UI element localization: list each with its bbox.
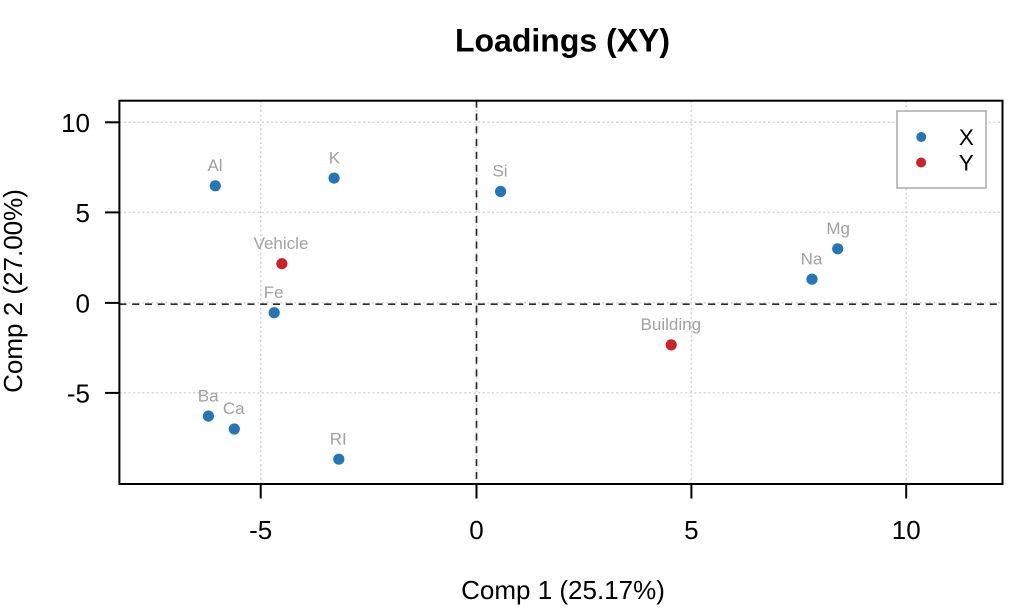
svg-text:10: 10 xyxy=(61,108,90,138)
svg-text:5: 5 xyxy=(76,198,90,228)
svg-text:Y: Y xyxy=(959,150,974,175)
svg-text:Mg: Mg xyxy=(826,219,850,238)
svg-text:Vehicle: Vehicle xyxy=(254,234,309,253)
svg-text:10: 10 xyxy=(892,515,921,545)
svg-text:Building: Building xyxy=(641,315,702,334)
svg-text:5: 5 xyxy=(684,515,698,545)
svg-text:0: 0 xyxy=(76,289,90,319)
svg-text:0: 0 xyxy=(469,515,483,545)
svg-text:Loadings (XY): Loadings (XY) xyxy=(455,23,670,59)
svg-text:Si: Si xyxy=(492,162,507,181)
svg-text:Fe: Fe xyxy=(264,283,284,302)
svg-text:RI: RI xyxy=(330,429,347,448)
svg-text:K: K xyxy=(329,148,341,167)
svg-text:-5: -5 xyxy=(249,515,272,545)
svg-text:Comp 1 (25.17%): Comp 1 (25.17%) xyxy=(461,575,665,605)
svg-text:Ca: Ca xyxy=(223,399,245,418)
svg-text:Na: Na xyxy=(801,249,823,268)
svg-text:Comp 2 (27.00%): Comp 2 (27.00%) xyxy=(0,189,28,393)
svg-text:-5: -5 xyxy=(67,379,90,409)
svg-text:Ba: Ba xyxy=(198,386,219,405)
svg-text:Al: Al xyxy=(207,156,222,175)
svg-text:X: X xyxy=(959,125,974,150)
